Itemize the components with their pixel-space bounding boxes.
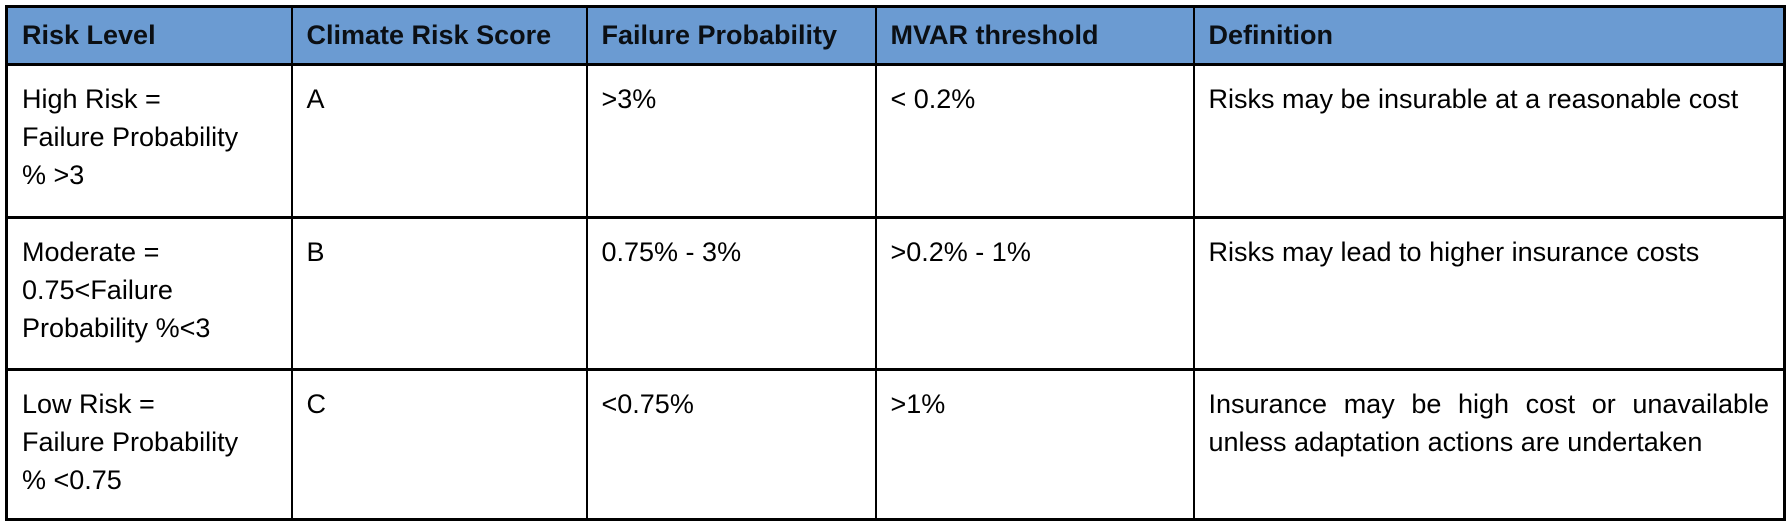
column-header-climate-risk-score: Climate Risk Score xyxy=(290,5,588,66)
cell-mvar-threshold: >1% xyxy=(874,368,1195,521)
cell-failure-probability: <0.75% xyxy=(585,368,877,521)
cell-risk-level: Moderate = 0.75<Failure Probability %<3 xyxy=(5,216,293,371)
cell-climate-risk-score: A xyxy=(290,63,588,219)
table-row-moderate-risk: Moderate = 0.75<Failure Probability %<3 … xyxy=(5,216,1786,371)
table-row-low-risk: Low Risk = Failure Probability % <0.75 C… xyxy=(5,368,1786,521)
column-header-mvar-threshold: MVAR threshold xyxy=(874,5,1195,66)
cell-failure-probability: >3% xyxy=(585,63,877,219)
cell-climate-risk-score: B xyxy=(290,216,588,371)
climate-risk-table: Risk Level Climate Risk Score Failure Pr… xyxy=(5,5,1786,521)
cell-definition: Risks may be insurable at a reasonable c… xyxy=(1192,63,1786,219)
cell-definition: Insurance may be high cost or unavailabl… xyxy=(1192,368,1786,521)
cell-mvar-threshold: < 0.2% xyxy=(874,63,1195,219)
table-row-high-risk: High Risk = Failure Probability % >3 A >… xyxy=(5,63,1786,219)
cell-climate-risk-score: C xyxy=(290,368,588,521)
column-header-failure-probability: Failure Probability xyxy=(585,5,877,66)
cell-mvar-threshold: >0.2% - 1% xyxy=(874,216,1195,371)
cell-failure-probability: 0.75% - 3% xyxy=(585,216,877,371)
cell-definition: Risks may lead to higher insurance costs xyxy=(1192,216,1786,371)
cell-risk-level: Low Risk = Failure Probability % <0.75 xyxy=(5,368,293,521)
cell-risk-level: High Risk = Failure Probability % >3 xyxy=(5,63,293,219)
column-header-definition: Definition xyxy=(1192,5,1786,66)
column-header-risk-level: Risk Level xyxy=(5,5,293,66)
table-header-row: Risk Level Climate Risk Score Failure Pr… xyxy=(5,5,1786,66)
